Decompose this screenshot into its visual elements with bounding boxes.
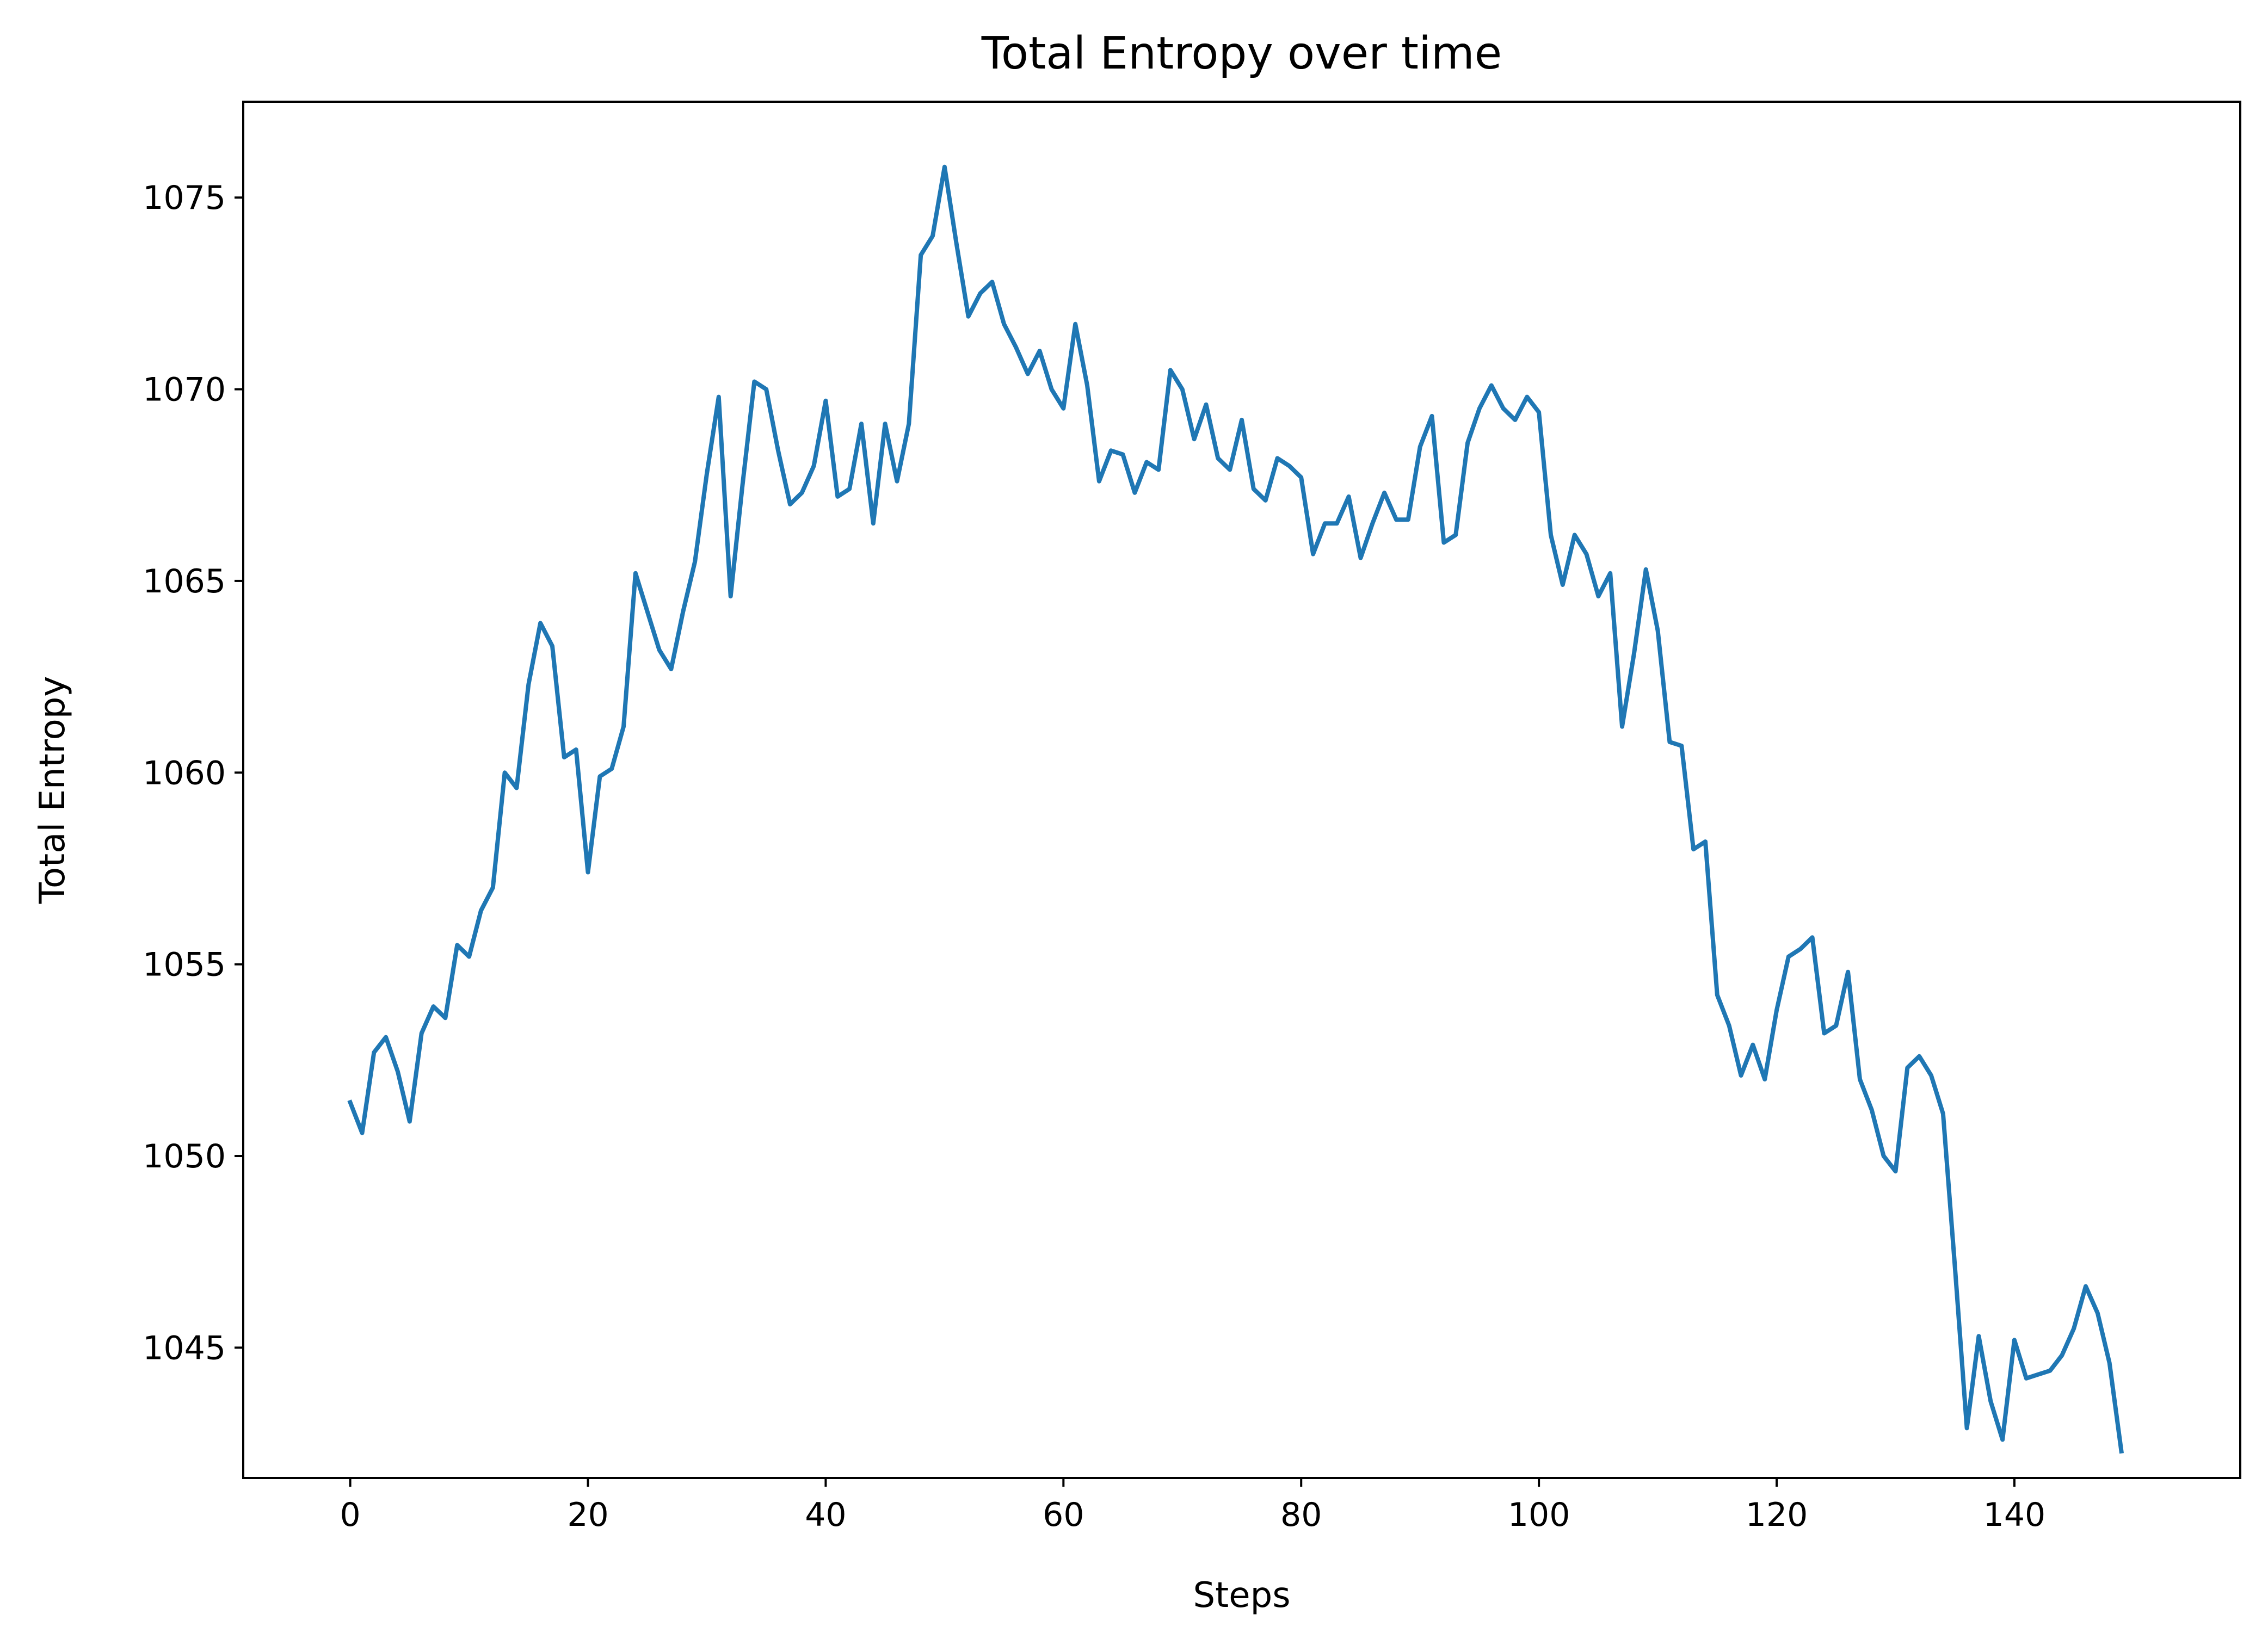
y-axis-label: Total Entropy xyxy=(33,676,73,904)
x-tick-label: 20 xyxy=(567,1496,608,1534)
x-tick-label: 120 xyxy=(1746,1496,1808,1534)
chart-title: Total Entropy over time xyxy=(981,28,1502,79)
y-tick-label: 1075 xyxy=(143,179,226,217)
x-axis-ticks: 0 20 40 60 80 100 120 140 xyxy=(340,1478,2046,1534)
y-axis-ticks: 1045 1050 1055 1060 1065 1070 1075 xyxy=(143,179,243,1367)
plot-area xyxy=(347,164,2124,1454)
series-line xyxy=(347,164,2124,1454)
x-tick-label: 100 xyxy=(1508,1496,1570,1534)
axes-frame xyxy=(242,101,2241,1479)
y-tick-label: 1065 xyxy=(143,562,226,601)
y-tick-label: 1045 xyxy=(143,1329,226,1367)
y-tick-label: 1060 xyxy=(143,754,226,792)
y-tick-label: 1050 xyxy=(143,1137,226,1176)
y-tick-label: 1055 xyxy=(143,946,226,984)
x-tick-label: 40 xyxy=(805,1496,846,1534)
y-tick-label: 1070 xyxy=(143,371,226,409)
x-tick-label: 80 xyxy=(1280,1496,1322,1534)
x-axis-label: Steps xyxy=(1193,1575,1290,1616)
x-tick-label: 140 xyxy=(1983,1496,2046,1534)
x-tick-label: 60 xyxy=(1043,1496,1084,1534)
x-tick-label: 0 xyxy=(340,1496,361,1534)
